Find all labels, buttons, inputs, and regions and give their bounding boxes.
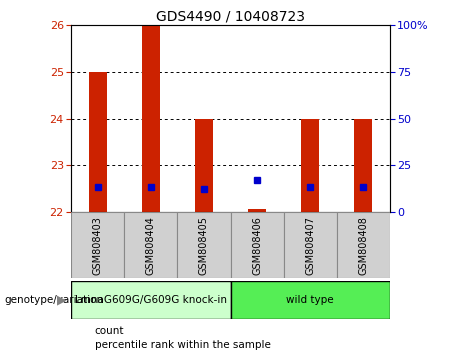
Bar xyxy=(124,212,177,278)
Bar xyxy=(230,281,390,319)
Text: genotype/variation: genotype/variation xyxy=(5,295,104,305)
Text: count: count xyxy=(95,326,124,336)
Text: ▶: ▶ xyxy=(57,293,67,307)
Bar xyxy=(71,281,230,319)
Bar xyxy=(354,119,372,212)
Title: GDS4490 / 10408723: GDS4490 / 10408723 xyxy=(156,10,305,24)
Bar xyxy=(301,119,319,212)
Text: LmnaG609G/G609G knock-in: LmnaG609G/G609G knock-in xyxy=(75,295,227,305)
Bar xyxy=(177,212,230,278)
Text: GSM808404: GSM808404 xyxy=(146,216,156,275)
Text: GSM808403: GSM808403 xyxy=(93,216,103,275)
Bar xyxy=(142,25,160,212)
Text: GSM808406: GSM808406 xyxy=(252,216,262,275)
Bar xyxy=(89,72,107,212)
Text: GSM808405: GSM808405 xyxy=(199,216,209,275)
Text: wild type: wild type xyxy=(286,295,334,305)
Bar xyxy=(284,212,337,278)
Bar xyxy=(248,209,266,212)
Bar xyxy=(71,212,124,278)
Bar xyxy=(195,119,213,212)
Bar xyxy=(337,212,390,278)
Text: GSM808408: GSM808408 xyxy=(358,216,368,275)
Bar xyxy=(230,212,284,278)
Text: GSM808407: GSM808407 xyxy=(305,216,315,275)
Text: percentile rank within the sample: percentile rank within the sample xyxy=(95,340,271,350)
